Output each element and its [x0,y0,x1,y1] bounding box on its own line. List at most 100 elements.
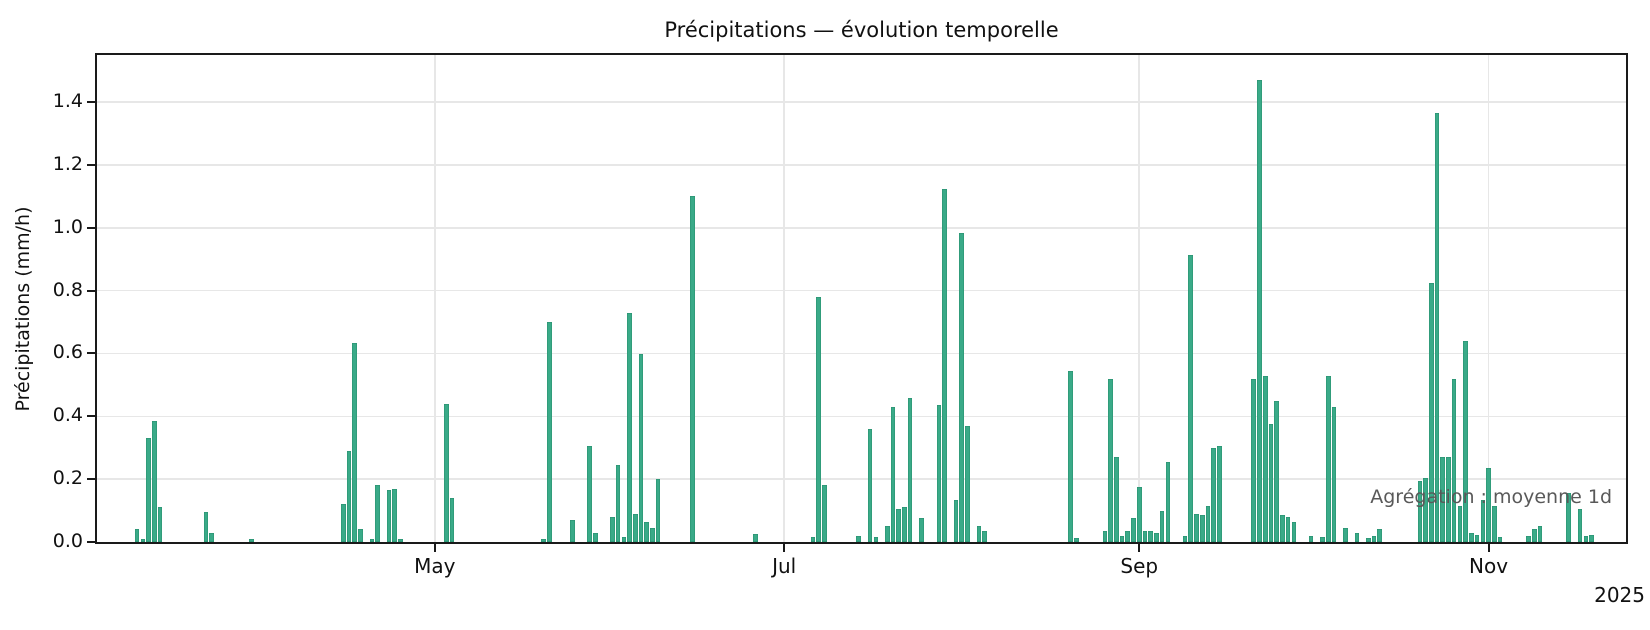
x-tick-label: Jul [772,554,797,578]
bar [1497,537,1503,542]
bar [134,529,140,542]
bar [1131,518,1136,542]
bar [1331,406,1337,542]
bar [982,531,987,542]
bar [1583,535,1589,542]
bar [1451,378,1457,542]
bar [1486,468,1491,542]
bar [1566,493,1572,542]
bar [346,450,352,542]
bar [1434,113,1440,542]
bar [1119,535,1125,542]
bar [1469,532,1474,542]
bar [1108,378,1113,542]
bar [1142,531,1148,542]
y-tick-label: 1.4 [52,90,83,113]
bar [632,513,638,542]
bar [1068,370,1073,542]
bar [890,406,896,542]
bar [1354,532,1360,542]
bar [1325,375,1331,542]
aggregation-annotation: Agrégation : moyenne 1d [1370,486,1612,508]
bar [690,196,695,542]
chart-title: Précipitations — évolution temporelle [664,18,1059,42]
bar [1532,529,1537,542]
x-gridline [1487,55,1490,542]
bar [1268,424,1274,542]
bar [1446,457,1451,542]
bar [151,421,157,542]
bar [1251,378,1257,542]
y-tick-label: 1.0 [52,215,83,238]
bar [959,232,964,542]
bar [570,520,575,542]
y-tick [87,101,95,104]
bar [1537,526,1543,542]
bar [1366,538,1371,542]
y-gridline [97,164,1626,166]
bar [1217,446,1222,542]
x-tick [1138,544,1141,552]
bar [358,529,363,542]
bar [352,342,357,542]
y-tick [87,352,95,355]
bar [203,512,209,542]
bar [1457,505,1463,542]
bar [1159,510,1165,542]
bar [1423,477,1428,542]
bar [610,516,615,542]
bar [627,312,632,542]
bar [621,537,627,542]
y-tick-label: 1.2 [52,152,83,175]
y-tick-label: 0.8 [52,278,83,301]
y-tick [87,415,95,418]
bar [392,488,398,542]
x-tick [783,544,786,552]
bar [1480,499,1486,542]
x-axis-year-label: 2025 [1594,583,1645,607]
bar [1280,515,1285,542]
x-tick [433,544,436,552]
bar [541,538,546,542]
bar [1440,457,1446,542]
bar [1417,480,1423,542]
bar [821,485,827,542]
bar [907,397,913,542]
bar [936,405,942,542]
bar [1262,375,1268,542]
bar [1182,535,1188,542]
bar [587,446,592,542]
bar [1205,505,1211,542]
bar [1114,457,1119,542]
bar [884,526,890,542]
bar [1371,535,1377,542]
bar [249,538,254,542]
bar [1165,461,1171,542]
bar [1320,537,1325,542]
y-tick [87,163,95,166]
bar [1274,400,1279,542]
bar [340,504,346,542]
y-gridline [97,227,1626,229]
bar [1491,505,1497,542]
bar [655,479,661,542]
bar [873,537,879,542]
bar [398,538,403,542]
x-gridline [434,55,436,542]
bar [1194,513,1199,542]
bar [1154,532,1159,542]
y-gridline [97,101,1626,103]
bar [1211,447,1216,542]
bar [856,535,861,542]
bar [1257,80,1262,542]
x-tick-label: Nov [1469,554,1509,578]
y-tick-label: 0.6 [52,341,83,364]
bar [547,322,552,542]
bar [1343,527,1348,542]
bar [1377,529,1383,542]
bar [386,490,392,542]
y-tick [87,289,95,292]
bar [1526,535,1531,542]
bar [867,428,873,542]
bar [1285,516,1291,542]
